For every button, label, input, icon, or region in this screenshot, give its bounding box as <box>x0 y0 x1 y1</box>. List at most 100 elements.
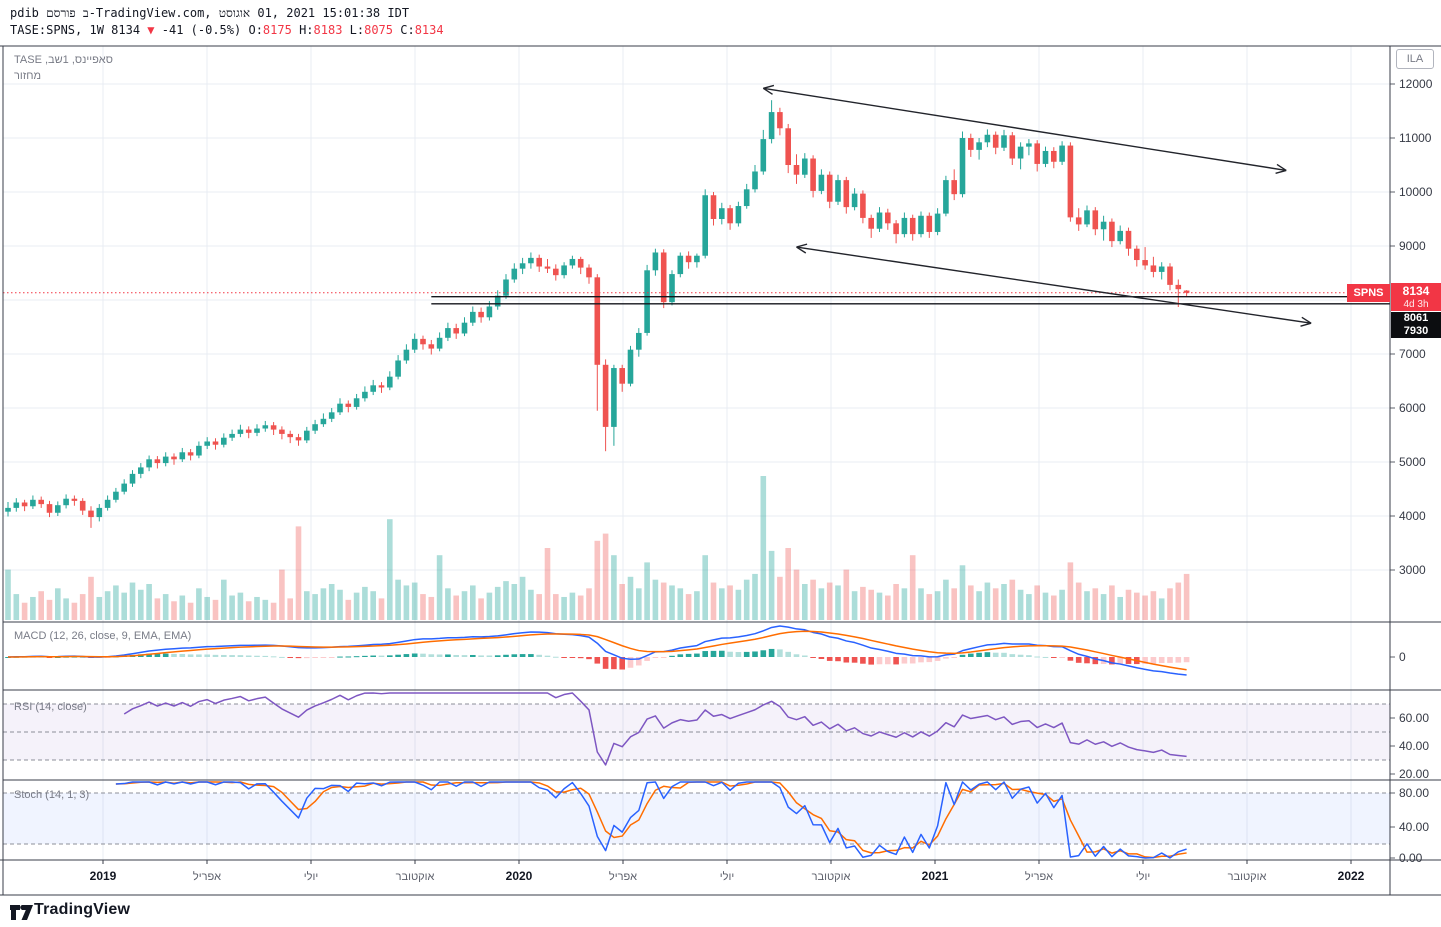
volume-bar <box>38 591 44 620</box>
volume-bar <box>295 526 302 620</box>
candle-body <box>918 215 924 235</box>
stoch-legend[interactable]: Stoch (14, 1, 3) <box>14 789 90 801</box>
candle-body <box>13 502 20 508</box>
macd-histogram-bar <box>154 653 161 657</box>
tradingview-wordmark[interactable]: TradingView <box>34 901 131 918</box>
bar-countdown: 4d 3h <box>1403 299 1429 310</box>
stoch-axis-label[interactable]: 0.00 <box>1399 851 1423 865</box>
candle-body <box>104 499 111 508</box>
volume-bar <box>403 585 410 620</box>
candle-body <box>1150 265 1157 272</box>
price-axis-label[interactable]: 10000 <box>1399 185 1433 199</box>
volume-bar <box>611 555 617 620</box>
high-label: H: <box>299 23 314 37</box>
macd-histogram-bar <box>777 649 783 657</box>
price-axis-label[interactable]: 11000 <box>1399 131 1432 145</box>
time-axis-label[interactable]: אפריל <box>609 870 637 883</box>
candle-body <box>88 510 94 518</box>
arrowhead <box>763 84 775 89</box>
candle-body <box>752 171 758 190</box>
macd-histogram-bar <box>536 654 542 657</box>
volume-bar <box>436 555 443 620</box>
price-axis-label[interactable]: 6000 <box>1399 401 1426 415</box>
macd-histogram-bar <box>146 653 152 657</box>
volume-bar <box>802 584 808 620</box>
macd-histogram-bar <box>403 654 410 657</box>
candle-body <box>735 206 742 224</box>
candle-body <box>1100 221 1107 230</box>
macd-legend[interactable]: MACD (12, 26, close, 9, EMA, EMA) <box>14 630 192 642</box>
macd-histogram-bar <box>652 657 659 658</box>
macd-histogram-bar <box>594 657 601 664</box>
currency-badge[interactable]: ILA <box>1396 49 1434 69</box>
price-axis-label[interactable]: 3000 <box>1399 563 1426 577</box>
candle-body <box>71 498 78 501</box>
macd-axis-label[interactable]: 0 <box>1399 650 1406 664</box>
time-axis-label[interactable]: 2019 <box>90 869 117 883</box>
trend-arrow[interactable] <box>796 246 1312 324</box>
volume-bar <box>55 588 61 620</box>
volume-bar <box>245 601 252 620</box>
candle-body <box>270 425 277 430</box>
macd-histogram-bar <box>528 654 534 657</box>
macd-histogram-bar <box>1117 657 1123 664</box>
volume-bar <box>569 592 576 620</box>
time-axis-label[interactable]: אוקטובר <box>1228 871 1267 883</box>
macd-histogram-bar <box>1001 652 1007 657</box>
time-axis-label[interactable]: אוקטובר <box>812 871 851 883</box>
candle-body <box>312 424 318 431</box>
volume-legend[interactable]: מחזור <box>14 70 42 82</box>
time-axis-label[interactable]: יולי <box>720 870 734 883</box>
macd-histogram-bar <box>312 657 318 658</box>
price-axis-label[interactable]: 12000 <box>1399 77 1433 91</box>
time-axis-label[interactable]: יולי <box>1136 870 1150 883</box>
candle-body <box>30 499 36 507</box>
candle-body <box>636 332 642 350</box>
rsi-axis-label[interactable]: 20.00 <box>1399 767 1429 781</box>
rsi-legend[interactable]: RSI (14, close) <box>14 701 87 713</box>
macd-histogram-bar <box>760 650 767 657</box>
macd-histogram-bar <box>370 655 376 657</box>
high-value: 8183 <box>313 23 343 37</box>
time-axis-label[interactable]: 2022 <box>1338 869 1365 883</box>
main-series-legend[interactable]: סאפיינס, 1שב, TASE <box>14 54 113 66</box>
volume-bar <box>702 555 708 620</box>
rsi-axis-label[interactable]: 60.00 <box>1399 711 1429 725</box>
candle-body <box>337 403 343 413</box>
candle-body <box>561 265 567 276</box>
volume-bar <box>445 588 451 620</box>
macd-histogram-bar <box>1059 657 1065 658</box>
price-axis-label[interactable]: 7000 <box>1399 347 1426 361</box>
price-axis-label[interactable]: 4000 <box>1399 509 1426 523</box>
volume-bar <box>453 595 459 620</box>
time-axis-label[interactable]: אפריל <box>193 870 221 883</box>
volume-bar <box>138 589 144 620</box>
candle-body <box>702 195 708 256</box>
time-axis-label[interactable]: אוקטובר <box>396 871 435 883</box>
stoch-axis-label[interactable]: 80.00 <box>1399 786 1429 800</box>
macd-histogram-bar <box>436 654 443 657</box>
time-axis-label[interactable]: יולי <box>304 870 318 883</box>
volume-bar <box>652 579 659 620</box>
candle-body <box>287 433 293 438</box>
tradingview-logo-icon[interactable] <box>10 903 34 923</box>
stoch-axis-label[interactable]: 40.00 <box>1399 820 1429 834</box>
candle-body <box>992 134 999 148</box>
macd-histogram-bar <box>918 657 924 663</box>
macd-histogram-bar <box>569 657 576 658</box>
rsi-axis-label[interactable]: 40.00 <box>1399 739 1429 753</box>
candle-body <box>860 193 866 218</box>
candle-body <box>818 174 825 191</box>
price-axis-label[interactable]: 9000 <box>1399 239 1426 253</box>
price-axis-label[interactable]: 5000 <box>1399 455 1426 469</box>
trend-arrow[interactable] <box>763 87 1287 172</box>
time-axis-label[interactable]: 2021 <box>922 869 949 883</box>
time-axis-label[interactable]: אפריל <box>1025 870 1053 883</box>
volume-bar <box>104 591 111 620</box>
candle-body <box>445 328 451 338</box>
volume-bar <box>669 585 675 620</box>
volume-bar <box>793 569 800 620</box>
time-axis-label[interactable]: 2020 <box>506 869 533 883</box>
candle-body <box>976 142 982 150</box>
